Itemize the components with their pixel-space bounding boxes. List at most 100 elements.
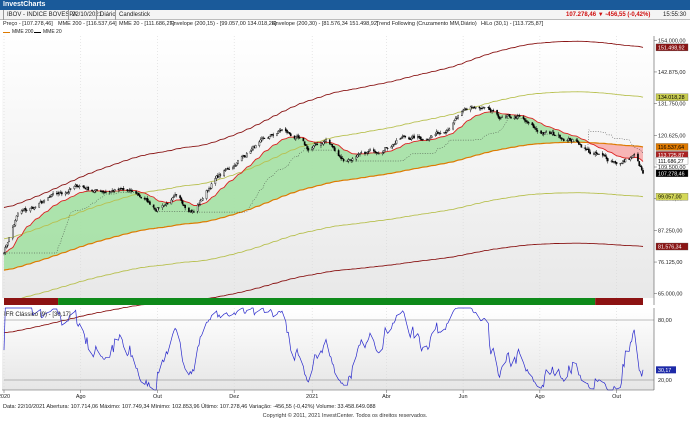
y-tick-label: 109.500,00 <box>658 165 686 171</box>
candle-body <box>614 161 617 163</box>
candle-body <box>604 155 607 157</box>
candle-body <box>111 190 113 192</box>
candle-body <box>92 191 95 193</box>
candle-body <box>193 211 195 213</box>
candle <box>307 146 310 153</box>
candle-body <box>447 129 449 131</box>
candle <box>413 133 415 139</box>
candle-body <box>139 194 141 197</box>
legend-mme200[interactable]: MME 200 - [116.537,64] <box>58 21 117 27</box>
candle-body <box>487 106 490 108</box>
candle-body <box>262 137 264 139</box>
candle-body <box>444 131 447 133</box>
candle <box>73 185 76 191</box>
candle-body <box>461 111 463 117</box>
candle-body <box>606 158 609 162</box>
candle-body <box>17 212 19 217</box>
candle-body <box>298 137 301 139</box>
candle-body <box>303 141 306 145</box>
legend-price[interactable]: Preço - [107.278,46] <box>3 21 53 27</box>
candle-body <box>84 187 87 190</box>
candle <box>604 153 607 157</box>
candle <box>516 113 519 120</box>
candle-body <box>30 206 33 209</box>
candle <box>549 130 551 135</box>
candle-body <box>497 114 500 118</box>
candle <box>144 196 146 201</box>
legend-hilo[interactable]: HiLo (30,1) - [113.725,87] <box>481 21 544 27</box>
candle-body <box>637 153 639 162</box>
candle-body <box>596 153 599 155</box>
candle <box>78 184 81 190</box>
candle-body <box>452 122 454 130</box>
candle-body <box>633 154 636 156</box>
candle <box>439 130 442 135</box>
candle-body <box>66 192 68 194</box>
candle <box>633 152 636 158</box>
candle <box>29 207 32 213</box>
candle-body <box>569 137 571 141</box>
candle <box>638 160 641 167</box>
candle <box>297 133 300 140</box>
candle <box>545 130 547 133</box>
symbol-toolbar: IBOV - INDICE BOVESPA 22/10/2021 Diário … <box>0 10 690 20</box>
candle-body <box>313 143 316 147</box>
candle <box>250 146 253 152</box>
candle-body <box>418 136 420 138</box>
candle-body <box>171 197 174 201</box>
bull-fill-area <box>4 111 588 271</box>
candle-body <box>632 155 634 158</box>
date-field[interactable]: 22/10/2021 <box>68 10 105 20</box>
candle <box>196 203 199 214</box>
candle <box>110 191 112 194</box>
candle-body <box>518 115 521 117</box>
candle <box>342 157 345 163</box>
candle-body <box>351 158 354 161</box>
price-chart[interactable]: 65.000,0076.125,0087.250,0098.375,00109.… <box>0 0 690 403</box>
rsi-tag-label: 30,17 <box>658 368 671 374</box>
candle-body <box>25 209 28 211</box>
candle <box>38 202 41 208</box>
price-tag-label: 99.057,00 <box>658 195 682 201</box>
legend-envelope-30[interactable]: Envelope (200,30) - [81.576,34 151.498,9… <box>272 21 379 27</box>
candle <box>243 155 246 158</box>
candle-body <box>366 151 369 154</box>
candle-body <box>639 165 642 167</box>
candle-body <box>428 138 430 141</box>
candle <box>351 156 354 163</box>
candle-body <box>149 201 151 205</box>
candle-body <box>130 189 132 192</box>
symbol-selector[interactable]: IBOV - INDICE BOVESPA <box>3 10 80 20</box>
candle-body <box>156 207 159 212</box>
legend-envelope-15[interactable]: Envelope (200,15) - [99.057,00 134.018,2… <box>170 21 277 27</box>
candle-body <box>173 195 175 198</box>
candle-body <box>179 195 181 199</box>
candle-body <box>364 151 366 154</box>
candle-body <box>271 134 273 136</box>
candle <box>67 190 69 196</box>
candle <box>166 202 169 205</box>
chart-style-selector[interactable]: Candlestick <box>115 10 153 20</box>
candle-body <box>586 148 589 150</box>
candle-body <box>478 106 481 109</box>
legend-mme20[interactable]: MME 20 - [111.686,27] <box>119 21 175 27</box>
candle-body <box>127 190 130 192</box>
period-selector[interactable]: Diário <box>96 10 119 20</box>
candle-body <box>341 158 344 160</box>
candle <box>33 207 36 211</box>
candle-body <box>296 135 298 137</box>
candle-body <box>312 145 315 149</box>
price-tag-label: 111.686,27 <box>658 159 684 165</box>
legend-trend-following[interactable]: Trend Following (Cruzamento MM,Diário) <box>376 21 477 27</box>
envelope-30-upper-line <box>3 40 644 208</box>
price-tag-label: 116.537,64 <box>658 145 684 151</box>
candle-body <box>56 193 58 195</box>
candle-body <box>410 137 413 140</box>
candle-body <box>69 188 72 190</box>
candle <box>206 189 209 193</box>
candle-body <box>73 186 76 189</box>
candle <box>457 114 459 120</box>
candle <box>130 187 132 194</box>
mme20-swatch <box>34 32 41 33</box>
candle <box>340 154 342 161</box>
